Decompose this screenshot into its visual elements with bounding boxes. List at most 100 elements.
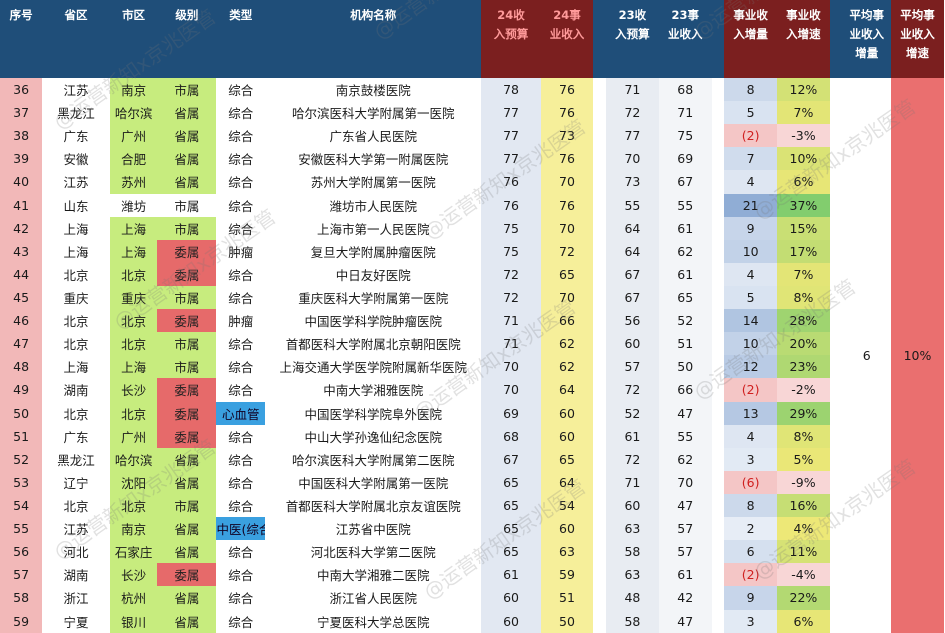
table-row[interactable]: 42 上海 上海 市属 综合 上海市第一人民医院 75 70 64 61 9 15% xyxy=(0,216,944,240)
level-cell: 省属 xyxy=(157,586,217,610)
income-increase-cell: 10 xyxy=(724,332,778,356)
seq-cell: 46 xyxy=(0,309,43,333)
column-gap xyxy=(711,517,725,541)
column-gap xyxy=(593,586,607,610)
table-row[interactable]: 50 北京 北京 委属 心血管 中国医学科学院阜外医院 69 60 52 47 13 29% xyxy=(0,401,944,425)
table-row[interactable]: 39 安徽 合肥 省属 综合 安徽医科大学第一附属医院 77 76 70 69 7 10% xyxy=(0,147,944,171)
city-cell: 沈阳 xyxy=(109,470,158,494)
type-cell: 综合 xyxy=(228,383,254,399)
table-row[interactable]: 54 北京 北京 市属 综合 首都医科大学附属北京友谊医院 65 54 60 47 8 16% xyxy=(0,493,944,518)
table-row[interactable]: 58 浙江 杭州 省属 综合 浙江省人民医院 60 51 48 42 9 22% xyxy=(0,586,944,610)
header-budget-24[interactable]: 24收 入预算 xyxy=(481,0,541,78)
income-24-cell: 76 xyxy=(540,193,594,217)
income-24-cell: 65 xyxy=(540,447,594,471)
budget-23-cell: 67 xyxy=(606,262,659,286)
income-increase-cell: (6) xyxy=(724,470,778,494)
header-budget-23[interactable]: 23收 入预算 xyxy=(606,0,659,78)
budget-23-cell: 48 xyxy=(606,586,659,610)
city-cell: 北京 xyxy=(109,332,158,356)
income-growth-cell: 28% xyxy=(777,309,830,333)
province-cell: 黑龙江 xyxy=(57,106,95,122)
table-row[interactable]: 51 广东 广州 委属 综合 中山大学孙逸仙纪念医院 68 60 61 55 4 8% xyxy=(0,424,944,448)
average-increase-cell: 6 xyxy=(842,78,892,633)
city-cell: 北京 xyxy=(109,493,158,518)
city-cell: 北京 xyxy=(109,309,158,333)
column-gap xyxy=(829,447,843,471)
header-city[interactable]: 市区 xyxy=(109,0,158,78)
income-increase-cell: 2 xyxy=(724,517,778,541)
table-row[interactable]: 43 上海 上海 委属 肿瘤 复旦大学附属肿瘤医院 75 72 64 62 10 17% xyxy=(0,239,944,263)
income-growth-cell: 11% xyxy=(777,540,830,564)
income-growth-cell: -9% xyxy=(777,470,830,494)
income-23-cell: 55 xyxy=(658,424,712,448)
income-24-cell: 70 xyxy=(540,285,594,310)
header-income-increase[interactable]: 事业收 入增量 xyxy=(724,0,778,78)
income-increase-cell: 10 xyxy=(724,239,778,263)
type-cell: 综合 xyxy=(228,475,254,491)
city-cell: 南京 xyxy=(109,517,158,541)
type-cell: 综合 xyxy=(228,129,254,145)
table-row[interactable]: 37 黑龙江 哈尔滨 省属 综合 哈尔滨医科大学附属第一医院 77 76 72 71 5 7% xyxy=(0,101,944,125)
income-24-cell: 70 xyxy=(540,170,594,194)
income-23-cell: 69 xyxy=(658,147,712,171)
column-gap xyxy=(711,262,725,286)
seq-cell: 54 xyxy=(0,493,43,518)
seq-cell: 36 xyxy=(0,78,43,102)
income-growth-cell: 8% xyxy=(777,424,830,448)
column-gap xyxy=(829,78,843,102)
table-row[interactable]: 44 北京 北京 委属 综合 中日友好医院 72 65 67 61 4 7% xyxy=(0,262,944,286)
income-23-cell: 61 xyxy=(658,262,712,286)
income-24-cell: 76 xyxy=(540,101,594,125)
header-income-24[interactable]: 24事 业收入 xyxy=(540,0,594,78)
header-seq[interactable]: 序号 xyxy=(0,0,43,78)
table-row[interactable]: 46 北京 北京 委属 肿瘤 中国医学科学院肿瘤医院 71 66 56 52 14 28% xyxy=(0,309,944,333)
table-row[interactable]: 47 北京 北京 市属 综合 首都医科大学附属北京朝阳医院 71 62 60 51 10 20% xyxy=(0,332,944,356)
header-level[interactable]: 级别 xyxy=(157,0,217,78)
income-23-cell: 47 xyxy=(658,609,712,633)
budget-23-cell: 71 xyxy=(606,78,659,102)
header-income-23[interactable]: 23事 业收入 xyxy=(658,0,712,78)
table-row[interactable]: 49 湖南 长沙 委属 综合 中南大学湘雅医院 70 64 72 66 (2) -2% xyxy=(0,378,944,402)
column-gap xyxy=(829,124,843,148)
table-row[interactable]: 52 黑龙江 哈尔滨 省属 综合 哈尔滨医科大学附属第二医院 67 65 72 62 3 5% xyxy=(0,447,944,471)
seq-cell: 55 xyxy=(0,517,43,541)
header-name[interactable]: 机构名称 xyxy=(265,0,482,78)
header-avg-growth[interactable]: 平均事 业收入 增速 xyxy=(891,0,944,78)
column-gap xyxy=(711,216,725,240)
income-increase-cell: 3 xyxy=(724,609,778,633)
table-row[interactable]: 53 辽宁 沈阳 省属 综合 中国医科大学附属第一医院 65 64 71 70 (6) -9% xyxy=(0,470,944,494)
table-row[interactable]: 48 上海 上海 市属 综合 上海交通大学医学院附属新华医院 70 62 57 50 12 23% xyxy=(0,355,944,379)
income-23-cell: 52 xyxy=(658,309,712,333)
table-row[interactable]: 45 重庆 重庆 市属 综合 重庆医科大学附属第一医院 72 70 67 65 5 8% xyxy=(0,285,944,310)
institution-name-cell: 潍坊市人民医院 xyxy=(329,198,417,214)
header-province[interactable]: 省区 xyxy=(42,0,110,78)
income-24-cell: 72 xyxy=(540,239,594,263)
table-row[interactable]: 41 山东 潍坊 市属 综合 潍坊市人民医院 76 76 55 55 21 37% xyxy=(0,193,944,217)
city-cell: 杭州 xyxy=(109,586,158,610)
type-cell: 综合 xyxy=(228,198,254,214)
table-row[interactable]: 56 河北 石家庄 省属 综合 河北医科大学第二医院 65 63 58 57 6 11% xyxy=(0,540,944,564)
header-avg-increase[interactable]: 平均事 业收入 增量 xyxy=(842,0,892,78)
level-cell: 省属 xyxy=(157,124,217,148)
seq-cell: 38 xyxy=(0,124,43,148)
table-row[interactable]: 38 广东 广州 省属 综合 广东省人民医院 77 73 77 75 (2) -3% xyxy=(0,124,944,148)
header-type[interactable]: 类型 xyxy=(216,0,266,78)
column-gap xyxy=(711,78,725,102)
budget-24-cell: 65 xyxy=(481,517,541,541)
column-gap xyxy=(593,309,607,333)
column-gap xyxy=(711,239,725,263)
budget-24-cell: 77 xyxy=(481,124,541,148)
table-row[interactable]: 57 湖南 长沙 委属 综合 中南大学湘雅二医院 61 59 63 61 (2) -4% xyxy=(0,563,944,587)
income-growth-cell: 29% xyxy=(777,401,830,425)
column-gap xyxy=(593,540,607,564)
budget-23-cell: 56 xyxy=(606,309,659,333)
level-cell: 委属 xyxy=(157,563,217,587)
table-row[interactable]: 40 江苏 苏州 省属 综合 苏州大学附属第一医院 76 70 73 67 4 6% xyxy=(0,170,944,194)
table-row[interactable]: 59 宁夏 银川 省属 综合 宁夏医科大学总医院 60 50 58 47 3 6% xyxy=(0,609,944,633)
income-growth-cell: 37% xyxy=(777,193,830,217)
income-24-cell: 76 xyxy=(540,147,594,171)
header-income-growth[interactable]: 事业收 入增速 xyxy=(777,0,830,78)
column-gap xyxy=(711,378,725,402)
table-row[interactable]: 36 江苏 南京 市属 综合 南京鼓楼医院 78 76 71 68 8 12% 6 10% xyxy=(0,78,944,633)
